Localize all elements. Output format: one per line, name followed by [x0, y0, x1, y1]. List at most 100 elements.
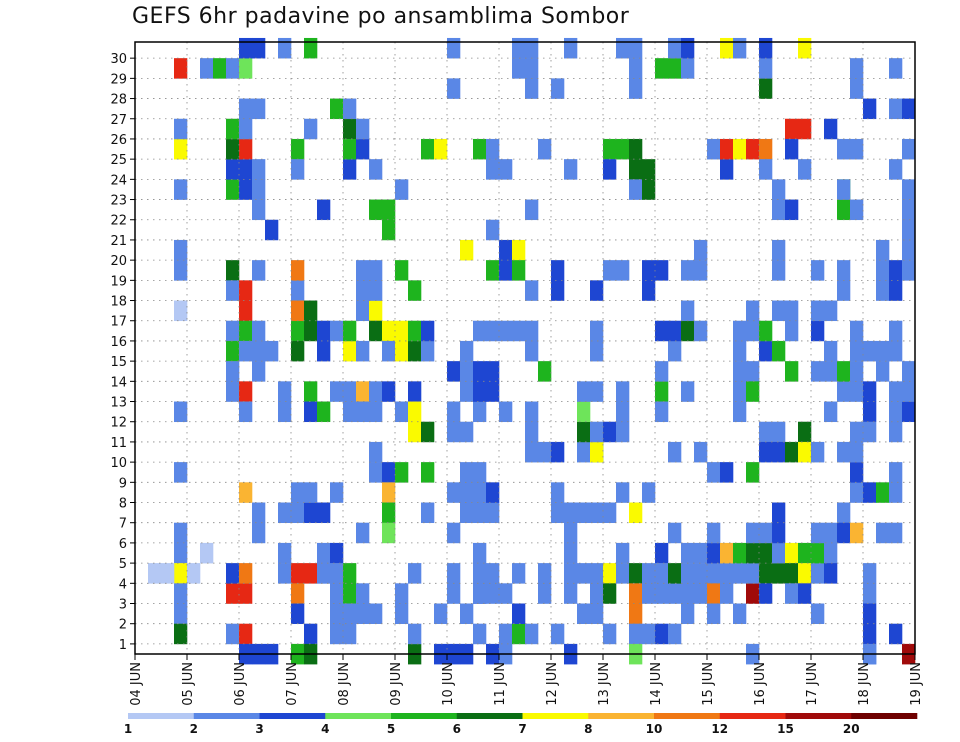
heatmap-cell — [590, 381, 604, 402]
heatmap-cell — [746, 583, 760, 604]
heatmap-cell — [889, 280, 903, 301]
heatmap-cell — [850, 381, 864, 402]
heatmap-cell — [798, 583, 812, 604]
heatmap-cell — [798, 441, 812, 463]
heatmap-cell — [174, 138, 188, 160]
heatmap-cell — [824, 401, 838, 423]
heatmap-cell — [707, 138, 721, 160]
heatmap-cell — [486, 482, 500, 503]
heatmap-cell — [317, 340, 331, 362]
heatmap-cell — [733, 542, 747, 564]
heatmap-cell — [746, 361, 760, 382]
y-tick-label: 21 — [110, 234, 127, 249]
heatmap-cell — [694, 260, 708, 281]
x-tick-label: 10 JUN — [441, 662, 456, 706]
heatmap-cell — [746, 300, 760, 322]
heatmap-cell — [681, 37, 695, 59]
x-tick-label: 18 JUN — [857, 662, 872, 706]
heatmap-cell — [759, 138, 773, 160]
heatmap-cell — [382, 462, 396, 483]
heatmap-cell — [863, 623, 877, 645]
heatmap-cell — [330, 381, 344, 402]
heatmap-cell — [837, 522, 851, 544]
heatmap-cell — [447, 401, 461, 423]
heatmap-cell — [525, 78, 539, 99]
heatmap-cell — [343, 138, 357, 160]
heatmap-cell — [616, 542, 630, 564]
heatmap-cell — [850, 138, 864, 160]
heatmap-cell — [252, 502, 266, 524]
heatmap-cell — [317, 320, 331, 342]
heatmap-cell — [577, 603, 591, 624]
colorbar-label: 8 — [584, 722, 592, 736]
x-tick-label: 08 JUN — [337, 662, 352, 706]
y-tick-label: 11 — [110, 436, 127, 451]
heatmap-cell — [837, 199, 851, 221]
plot-frame — [134, 41, 916, 655]
heatmap-cell — [642, 280, 656, 301]
heatmap-cell — [824, 522, 838, 544]
heatmap-cell — [486, 381, 500, 402]
heatmap-cell — [655, 260, 669, 281]
y-tick-label: 18 — [110, 295, 127, 310]
heatmap-cell — [811, 603, 825, 624]
heatmap-cell — [798, 563, 812, 584]
heatmap-cell — [681, 563, 695, 584]
heatmap-cell — [486, 563, 500, 584]
heatmap-cell — [889, 320, 903, 342]
heatmap-cell — [759, 78, 773, 99]
heatmap-cell — [330, 623, 344, 645]
heatmap-cell — [655, 401, 669, 423]
heatmap-cell — [551, 623, 565, 645]
heatmap-cell — [811, 563, 825, 584]
y-tick-label: 30 — [110, 52, 127, 67]
heatmap-cell — [356, 401, 370, 423]
heatmap-cell — [655, 583, 669, 604]
heatmap-cell — [551, 441, 565, 463]
x-tick-label: 05 JUN — [181, 662, 196, 706]
heatmap-cell — [174, 563, 188, 584]
heatmap-cell — [239, 300, 253, 322]
heatmap-cell — [759, 37, 773, 59]
heatmap-cell — [798, 421, 812, 443]
heatmap-cell — [785, 583, 799, 604]
heatmap-cell — [408, 421, 422, 443]
heatmap-cell — [902, 260, 916, 281]
heatmap-cell — [174, 603, 188, 624]
colorbar-swatch — [128, 713, 195, 719]
heatmap-cell — [720, 462, 734, 483]
heatmap-cell — [499, 159, 513, 180]
heatmap-cell — [759, 340, 773, 362]
heatmap-cell — [291, 482, 305, 503]
heatmap-cell — [395, 401, 409, 423]
heatmap-cell — [681, 260, 695, 281]
heatmap-cell — [824, 340, 838, 362]
heatmap-cell — [460, 239, 474, 261]
heatmap-cell — [239, 482, 253, 503]
heatmap-cell — [590, 320, 604, 342]
heatmap-cell — [460, 340, 474, 362]
heatmap-cell — [837, 381, 851, 402]
y-tick-label: 20 — [110, 254, 127, 269]
heatmap-cell — [499, 583, 513, 604]
heatmap-cell — [304, 401, 318, 423]
colorbar-label: 4 — [321, 722, 329, 736]
heatmap-cell — [252, 320, 266, 342]
heatmap-cell — [525, 199, 539, 221]
heatmap-cell — [460, 361, 474, 382]
heatmap-cell — [889, 58, 903, 79]
heatmap-cell — [889, 522, 903, 544]
y-tick-label: 23 — [110, 194, 127, 209]
heatmap-cell — [837, 280, 851, 301]
heatmap-cell — [473, 482, 487, 503]
heatmap-cell — [746, 563, 760, 584]
colorbar-swatch — [391, 713, 458, 719]
heatmap-cell — [590, 340, 604, 362]
heatmap-cell — [850, 78, 864, 99]
colorbar-label: 10 — [646, 722, 663, 736]
heatmap-cell — [876, 239, 890, 261]
heatmap-cell — [369, 280, 383, 301]
x-tick-label: 14 JUN — [649, 662, 664, 706]
heatmap-cell — [603, 623, 617, 645]
heatmap-cell — [174, 401, 188, 423]
